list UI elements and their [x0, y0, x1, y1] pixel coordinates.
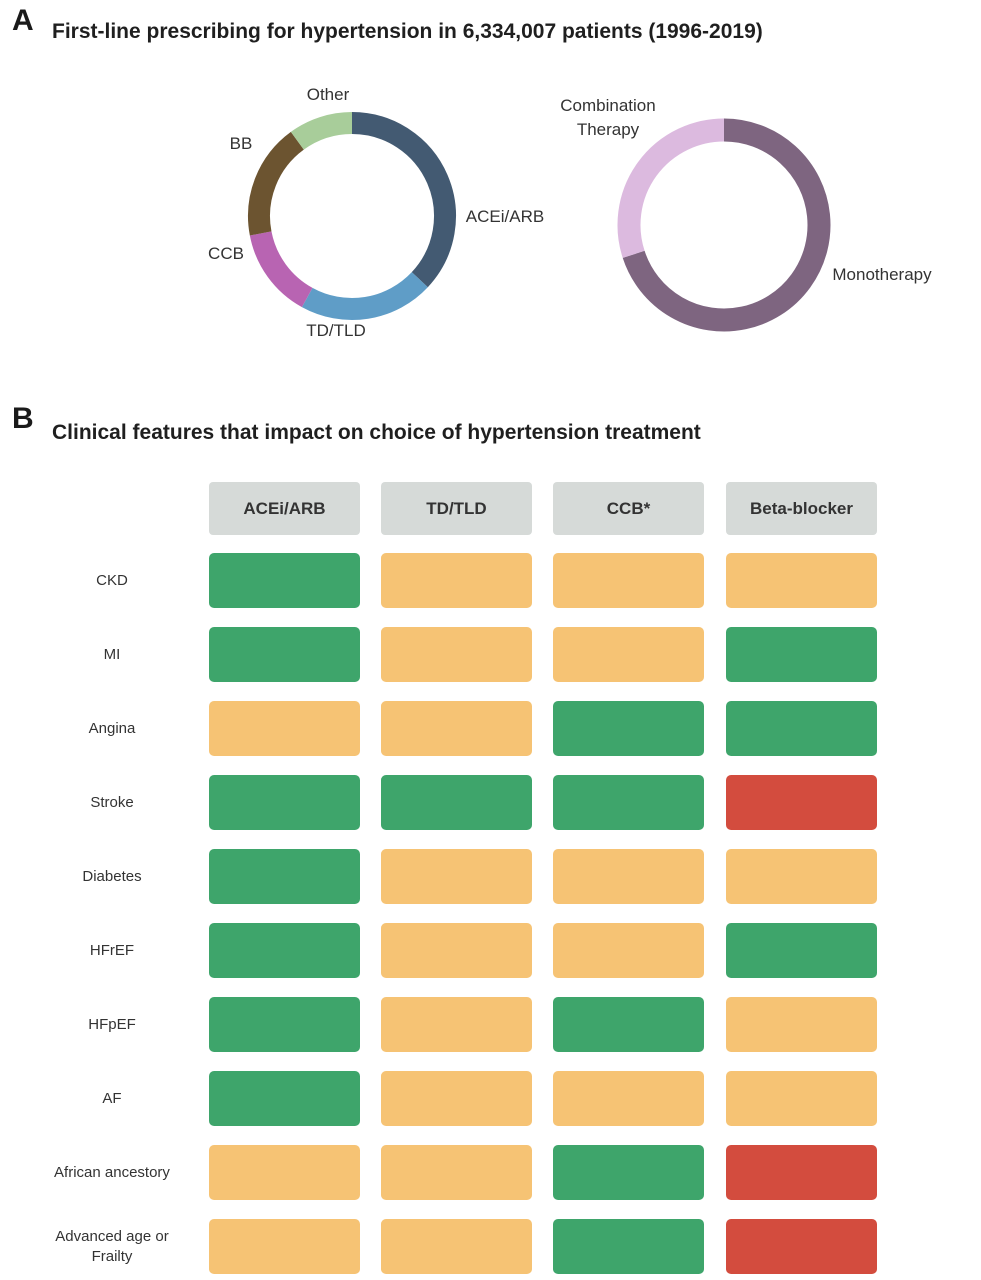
- row-label-hfref: HFrEF: [89, 941, 135, 959]
- cell-stroke-td-tld: [381, 775, 532, 830]
- cell-stroke-acei-arb: [209, 775, 360, 830]
- row-label-af: AF: [102, 1089, 122, 1107]
- cell-hfpef-acei-arb: [209, 997, 360, 1052]
- cell-ckd-td-tld: [381, 553, 532, 608]
- cell-stroke-ccb-: [553, 775, 704, 830]
- cell-mi-acei-arb: [209, 627, 360, 682]
- row-label-ckd: CKD: [96, 571, 128, 589]
- cell-diabetes-ccb-: [553, 849, 704, 904]
- cell-african-ancestory-acei-arb: [209, 1145, 360, 1200]
- panel-b-title: Clinical features that impact on choice …: [52, 421, 701, 444]
- donut-1-slice-bb: [248, 131, 305, 236]
- cell-mi-ccb-: [553, 627, 704, 682]
- donut-2-label-combination-therapy: Combination Therapy: [560, 96, 655, 139]
- cell-af-ccb-: [553, 1071, 704, 1126]
- cell-hfref-ccb-: [553, 923, 704, 978]
- row-label-hfpef: HFpEF: [88, 1015, 136, 1033]
- donut-1-slice-other: [290, 112, 353, 150]
- donut-2-slice-combination-therapy: [617, 118, 725, 258]
- cell-advanced-age-or-frailty-ccb-: [553, 1219, 704, 1274]
- cell-angina-acei-arb: [209, 701, 360, 756]
- column-header-beta-blocker: Beta-blocker: [726, 482, 877, 535]
- cell-african-ancestory-ccb-: [553, 1145, 704, 1200]
- cell-diabetes-td-tld: [381, 849, 532, 904]
- row-label-diabetes: Diabetes: [82, 867, 142, 885]
- donut-2-slice-monotherapy: [622, 118, 831, 332]
- panel-b-letter: B: [12, 402, 34, 435]
- donut-2-label-monotherapy: Monotherapy: [832, 265, 932, 284]
- donut-1-label-ccb: CCB: [208, 244, 244, 263]
- cell-angina-ccb-: [553, 701, 704, 756]
- cell-af-td-tld: [381, 1071, 532, 1126]
- donut-1-label-bb: BB: [230, 134, 253, 153]
- cell-hfref-td-tld: [381, 923, 532, 978]
- row-label-mi: MI: [103, 645, 121, 663]
- cell-african-ancestory-td-tld: [381, 1145, 532, 1200]
- row-label-angina: Angina: [88, 719, 136, 737]
- column-header-td-tld: TD/TLD: [381, 482, 532, 535]
- donut-1-label-acei-arb: ACEi/ARB: [466, 207, 544, 226]
- cell-mi-beta-blocker: [726, 627, 877, 682]
- cell-ckd-acei-arb: [209, 553, 360, 608]
- column-header-ccb-: CCB*: [553, 482, 704, 535]
- row-label-stroke: Stroke: [90, 793, 134, 811]
- cell-mi-td-tld: [381, 627, 532, 682]
- donut-1-slice-ccb: [249, 231, 313, 308]
- cell-af-acei-arb: [209, 1071, 360, 1126]
- cell-af-beta-blocker: [726, 1071, 877, 1126]
- cell-advanced-age-or-frailty-td-tld: [381, 1219, 532, 1274]
- column-header-acei-arb: ACEi/ARB: [209, 482, 360, 535]
- panel-a-letter: A: [12, 4, 34, 37]
- cell-diabetes-beta-blocker: [726, 849, 877, 904]
- cell-angina-beta-blocker: [726, 701, 877, 756]
- cell-african-ancestory-beta-blocker: [726, 1145, 877, 1200]
- donut-1-label-td-tld: TD/TLD: [306, 321, 366, 340]
- cell-hfref-beta-blocker: [726, 923, 877, 978]
- cell-hfpef-td-tld: [381, 997, 532, 1052]
- row-label-african-ancestory: African ancestory: [54, 1163, 170, 1181]
- donut-1-slice-acei-arb: [351, 112, 456, 288]
- donut-1-label-other: Other: [307, 85, 350, 104]
- cell-hfref-acei-arb: [209, 923, 360, 978]
- cell-ckd-ccb-: [553, 553, 704, 608]
- cell-hfpef-beta-blocker: [726, 997, 877, 1052]
- panel-a-title: First-line prescribing for hypertension …: [52, 20, 763, 43]
- cell-advanced-age-or-frailty-beta-blocker: [726, 1219, 877, 1274]
- cell-diabetes-acei-arb: [209, 849, 360, 904]
- cell-advanced-age-or-frailty-acei-arb: [209, 1219, 360, 1274]
- donut-1-slice-td-tld: [301, 271, 428, 320]
- donut-charts: ACEi/ARB TD/TLD CCB BB Other Monotherapy Combi…: [208, 85, 932, 340]
- cell-angina-td-tld: [381, 701, 532, 756]
- cell-hfpef-ccb-: [553, 997, 704, 1052]
- cell-ckd-beta-blocker: [726, 553, 877, 608]
- row-label-advanced-age-or-frailty: Advanced age or Frailty: [55, 1228, 169, 1265]
- cell-stroke-beta-blocker: [726, 775, 877, 830]
